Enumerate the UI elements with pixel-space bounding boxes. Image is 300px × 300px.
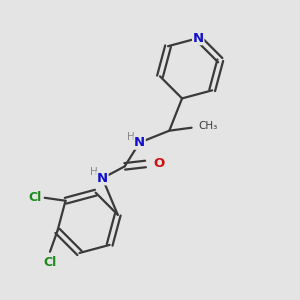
Text: CH₃: CH₃ xyxy=(198,121,218,131)
Text: Cl: Cl xyxy=(44,256,57,269)
Text: N: N xyxy=(134,136,145,149)
Text: Cl: Cl xyxy=(28,191,42,204)
Text: H: H xyxy=(90,167,98,177)
Text: H: H xyxy=(128,132,135,142)
Text: N: N xyxy=(193,32,204,45)
Text: O: O xyxy=(153,158,164,170)
Text: N: N xyxy=(97,172,108,185)
